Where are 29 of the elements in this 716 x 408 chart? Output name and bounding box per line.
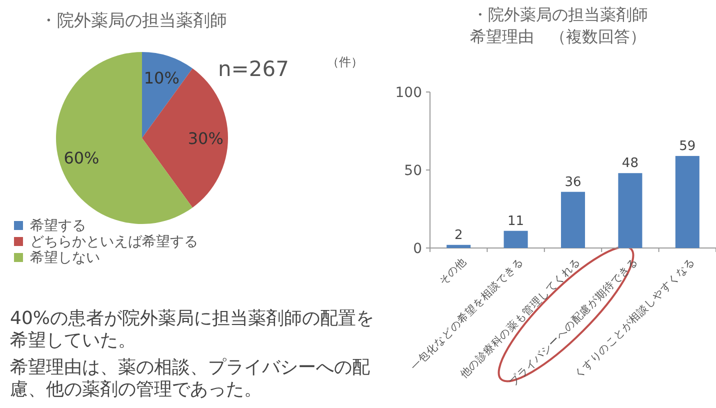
bar	[560, 192, 586, 248]
bar	[446, 244, 471, 248]
bar	[618, 173, 642, 248]
text: 希望理由は、薬の相談、プライバシーへの配慮、他の薬剤の管理であった。	[10, 357, 371, 401]
data-label: 10%	[144, 68, 180, 88]
data-label: 2	[454, 228, 463, 243]
y-tick-label: 100	[395, 85, 422, 101]
legend-item: 希望する	[14, 218, 86, 234]
legend-label: 希望しない	[30, 250, 100, 266]
legend-item: どちらかといえば希望する	[14, 234, 198, 250]
text: n=267	[218, 57, 289, 81]
chart-title: ・院外薬局の担当薬剤師	[472, 5, 648, 24]
chart-title: ・院外薬局の担当薬剤師	[40, 11, 227, 31]
text: 40%の患者が院外薬局に担当薬剤師の配置を希望していた。	[10, 308, 376, 352]
bar	[675, 156, 700, 248]
data-label: 48	[622, 156, 638, 172]
y-tick-label: 0	[413, 241, 422, 257]
data-label: 30%	[188, 129, 224, 148]
y-tick-label: 50	[404, 163, 422, 179]
bar	[504, 230, 528, 248]
data-label: 36	[564, 174, 582, 190]
data-label: 59	[679, 138, 696, 154]
legend-item: 希望しない	[14, 250, 100, 266]
x-tick-label: その他	[436, 256, 469, 288]
legend-label: 希望する	[30, 218, 86, 234]
y-axis-title: （件）	[327, 55, 363, 69]
chart-subtitle: 希望理由 （複数回答）	[470, 27, 646, 46]
data-label: 11	[508, 214, 524, 229]
data-label: 60%	[64, 148, 100, 168]
